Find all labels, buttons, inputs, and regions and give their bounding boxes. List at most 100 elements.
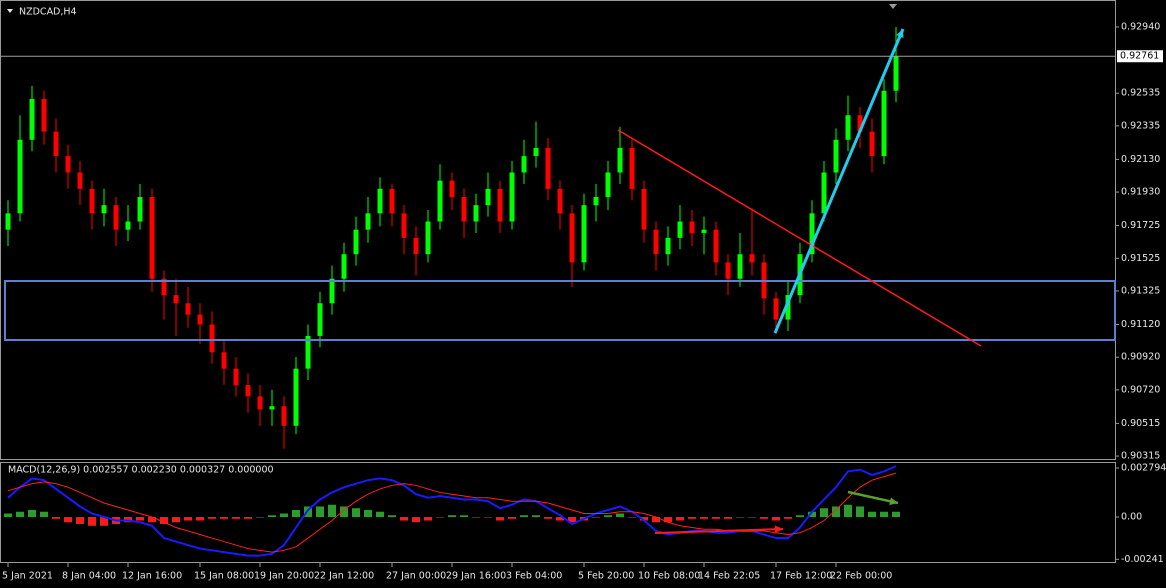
macd-histogram-bar: [856, 506, 864, 517]
x-tick-label: 27 Jan 00:00: [386, 571, 446, 582]
candle-body: [413, 237, 419, 255]
x-tick-label: 22 Feb 00:00: [830, 571, 892, 582]
candle-body: [701, 229, 707, 233]
current-price-box: [1117, 50, 1163, 63]
breakout-arrow: [773, 28, 905, 334]
y-tick-label: 0.90315: [1121, 451, 1160, 462]
macd-histogram-bar: [76, 516, 84, 525]
y-tick-label: 0.91525: [1121, 253, 1160, 264]
macd-histogram-bar: [460, 515, 468, 517]
macd-histogram-bar: [436, 516, 444, 518]
candle-body: [65, 156, 71, 173]
macd-histogram-bar: [484, 516, 492, 518]
candle-body: [17, 139, 23, 214]
candle-body: [401, 213, 407, 238]
y-tick-label: 0.91120: [1121, 319, 1160, 330]
y-tick-label: 0.91325: [1121, 285, 1160, 296]
x-tick-label: 15 Jan 08:00: [194, 571, 254, 582]
macd-histogram-bar: [592, 516, 600, 518]
macd-histogram-bar: [868, 511, 876, 517]
candle-body: [305, 335, 311, 369]
macd-histogram-bar: [556, 516, 564, 521]
candle-body: [209, 324, 215, 353]
y-tick-label: -0.00241: [1121, 554, 1164, 565]
symbol-menu-arrow[interactable]: [7, 9, 13, 13]
macd-histogram-bar: [16, 511, 24, 517]
macd-momentum-arrow-head: [889, 497, 898, 506]
main-panel-border: [0, 0, 1116, 460]
macd-histogram-bar: [700, 516, 708, 519]
x-tick-label: 8 Jan 04:00: [62, 571, 116, 582]
candle-body: [581, 205, 587, 263]
candle-body: [557, 188, 563, 214]
macd-histogram-bar: [244, 516, 252, 519]
macd-divergence-arrow: [654, 528, 784, 534]
drawings: [4, 28, 1116, 534]
candle-body: [725, 262, 731, 279]
macd-histogram-bar: [520, 515, 528, 517]
macd-momentum-arrow: [847, 490, 899, 505]
candle-body: [437, 180, 443, 222]
candle-body: [461, 196, 467, 222]
x-tick-label: 5 Jan 2021: [2, 571, 53, 582]
candle-body: [29, 98, 35, 140]
macd-histogram-bar: [160, 516, 168, 525]
macd-histogram-bar: [352, 508, 360, 517]
candle-body: [629, 147, 635, 189]
candle-body: [425, 221, 431, 255]
candle-body: [245, 384, 251, 397]
candle-body: [101, 205, 107, 214]
x-tick-label: 22 Jan 12:00: [314, 571, 374, 582]
macd-histogram-bar: [280, 513, 288, 517]
macd-histogram-bar: [736, 516, 744, 518]
macd-histogram-bar: [628, 516, 636, 518]
macd-histogram-bar: [232, 516, 240, 519]
x-tick-label: 14 Feb 22:05: [698, 571, 760, 582]
macd-histogram-bar: [508, 516, 516, 519]
y-tick-label: 0.90920: [1121, 352, 1160, 363]
chart-shift-marker[interactable]: [889, 4, 897, 9]
candle-body: [845, 115, 851, 140]
resistance-trendline: [617, 129, 982, 347]
candle-body: [713, 229, 719, 263]
candle-body: [125, 221, 131, 230]
breakout-arrow-head: [896, 29, 904, 38]
candle-body: [533, 147, 539, 157]
macd-histogram-bar: [664, 516, 672, 523]
candle-body: [185, 303, 191, 315]
candle-body: [353, 229, 359, 255]
candle-body: [5, 213, 11, 230]
candle-body: [521, 156, 527, 173]
candle-body: [293, 368, 299, 426]
macd-histogram-bar: [880, 511, 888, 517]
x-tick-label: 12 Jan 16:00: [122, 571, 182, 582]
support-zone: [4, 280, 1116, 341]
macd-panel-border: [0, 462, 1116, 563]
macd-histogram-bar: [760, 516, 768, 519]
macd-histogram-bar: [748, 516, 756, 518]
candle-body: [149, 196, 155, 279]
macd-histogram-bar: [88, 516, 96, 526]
macd-histogram-bar: [652, 516, 660, 523]
macd-histogram-bar: [184, 516, 192, 521]
candle-body: [485, 188, 491, 206]
candle-body: [737, 254, 743, 279]
macd-histogram-bar: [688, 516, 696, 519]
x-tick-label: 29 Jan 16:00: [446, 571, 506, 582]
candle-body: [641, 188, 647, 230]
candle-body: [809, 213, 815, 255]
macd-histogram-bar: [568, 516, 576, 523]
candle-body: [869, 131, 875, 157]
macd-histogram-bar: [316, 506, 324, 517]
macd-histogram-bar: [832, 506, 840, 517]
macd-histogram-bar: [28, 509, 36, 517]
macd-histogram-bar: [616, 513, 624, 517]
macd-histogram-bar: [724, 516, 732, 519]
candle-body: [605, 172, 611, 197]
y-tick-label: 0.92535: [1121, 88, 1160, 99]
candle-body: [689, 221, 695, 233]
candle-body: [137, 196, 143, 222]
current-price-label: 0.92761: [1120, 51, 1159, 62]
